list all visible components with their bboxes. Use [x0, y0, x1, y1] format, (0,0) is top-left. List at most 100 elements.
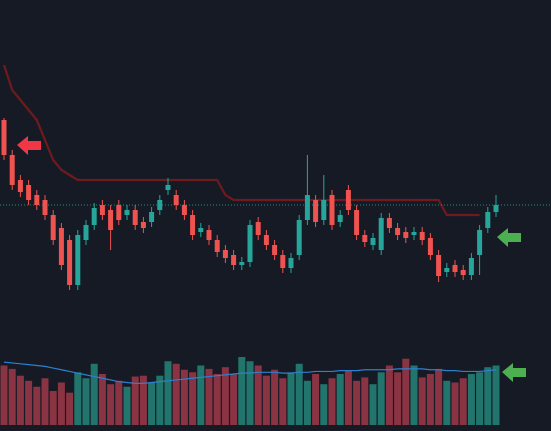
- volume-bar: [459, 378, 467, 425]
- volume-bar: [271, 369, 279, 425]
- stop-line: [2, 64, 480, 217]
- candle-body: [190, 215, 196, 235]
- volume-bar: [369, 384, 377, 425]
- volume-bar: [74, 372, 82, 425]
- volume-bar: [279, 378, 287, 425]
- volume-bar: [156, 375, 164, 425]
- candle-body: [239, 262, 245, 265]
- candle-body: [460, 270, 466, 275]
- volume-bar: [107, 384, 115, 425]
- volume-bar: [418, 377, 426, 425]
- candle-body: [263, 235, 269, 245]
- volume-bar: [426, 374, 434, 425]
- candle-body: [9, 155, 15, 185]
- volume-bar: [336, 374, 344, 425]
- candle-body: [247, 225, 253, 262]
- volume-bar: [467, 374, 475, 425]
- volume-bar: [377, 372, 385, 425]
- candle-body: [386, 218, 392, 228]
- candle-body: [411, 232, 417, 235]
- volume-bar: [230, 374, 238, 425]
- candle-body: [304, 195, 310, 220]
- candle-body: [272, 245, 278, 255]
- volume-bar: [312, 374, 320, 425]
- candle-body: [42, 200, 48, 215]
- volume-bar: [148, 382, 156, 425]
- volume-bar: [197, 365, 205, 425]
- volume-bar: [90, 363, 98, 425]
- candle-body: [337, 215, 343, 222]
- volume-bar: [484, 367, 492, 425]
- volume-bar: [344, 370, 352, 425]
- candle-body: [132, 210, 138, 225]
- candle-body: [67, 240, 73, 285]
- candle-body: [181, 205, 187, 215]
- candle-body: [280, 255, 286, 268]
- volume-bar: [205, 368, 213, 425]
- candle-body: [452, 265, 458, 272]
- volume-bar: [443, 380, 451, 425]
- volume-bar: [139, 375, 147, 425]
- candle-body: [99, 205, 105, 215]
- candle-body: [198, 228, 204, 232]
- candle-body: [444, 268, 450, 272]
- volume-bar: [8, 368, 16, 425]
- candle-body: [75, 235, 81, 285]
- candle-body: [436, 255, 442, 276]
- volume-bar: [394, 372, 402, 425]
- candle-body: [493, 205, 499, 212]
- volume-bar: [98, 374, 106, 425]
- volume-bar: [476, 372, 484, 425]
- candle-body: [288, 258, 294, 268]
- volume-bar: [435, 368, 443, 425]
- volume-bar: [82, 378, 90, 425]
- candle-body: [50, 215, 56, 240]
- candle-body: [255, 222, 261, 235]
- volume-bar: [213, 374, 221, 425]
- candle-body: [378, 218, 384, 250]
- volume-bar: [402, 358, 410, 425]
- volume-bar: [49, 391, 57, 425]
- candle-body: [108, 210, 114, 230]
- candle-body: [58, 228, 64, 265]
- candle-body: [427, 238, 433, 255]
- candle-body: [345, 190, 351, 210]
- candle-body: [91, 208, 97, 225]
- volume-bar: [180, 369, 188, 425]
- volume-bar: [246, 361, 254, 425]
- candle-body: [206, 230, 212, 240]
- volume-bar: [221, 367, 229, 425]
- volume-bar: [41, 378, 49, 425]
- volume-bar: [287, 372, 295, 425]
- volume-bar: [295, 363, 303, 425]
- candle-body: [173, 195, 179, 205]
- green-arrow: [502, 363, 526, 382]
- volume-bar: [16, 375, 24, 425]
- candle-body: [468, 258, 474, 275]
- volume-bar: [410, 365, 418, 425]
- marks: [0, 64, 551, 425]
- volume-bar: [451, 382, 459, 425]
- red-arrow: [17, 136, 41, 155]
- candle-body: [403, 232, 409, 238]
- candle-body: [419, 232, 425, 240]
- candle-body: [157, 200, 163, 210]
- candle-body: [116, 205, 122, 220]
- candle-body: [370, 238, 376, 245]
- volume-bar: [328, 378, 336, 425]
- volume-bar: [361, 377, 369, 425]
- volume-ma-line: [3, 361, 497, 384]
- candle-body: [354, 210, 360, 235]
- volume-bar: [189, 372, 197, 425]
- volume-bar: [115, 380, 123, 425]
- candle-body: [214, 240, 220, 252]
- candle-body: [124, 210, 130, 215]
- candle-body: [485, 212, 491, 228]
- volume-bar: [164, 361, 172, 425]
- candle-body: [296, 220, 302, 255]
- volume-bar: [385, 365, 393, 425]
- volume-bar: [238, 357, 246, 425]
- candle-body: [17, 180, 23, 192]
- green-arrow: [497, 228, 521, 247]
